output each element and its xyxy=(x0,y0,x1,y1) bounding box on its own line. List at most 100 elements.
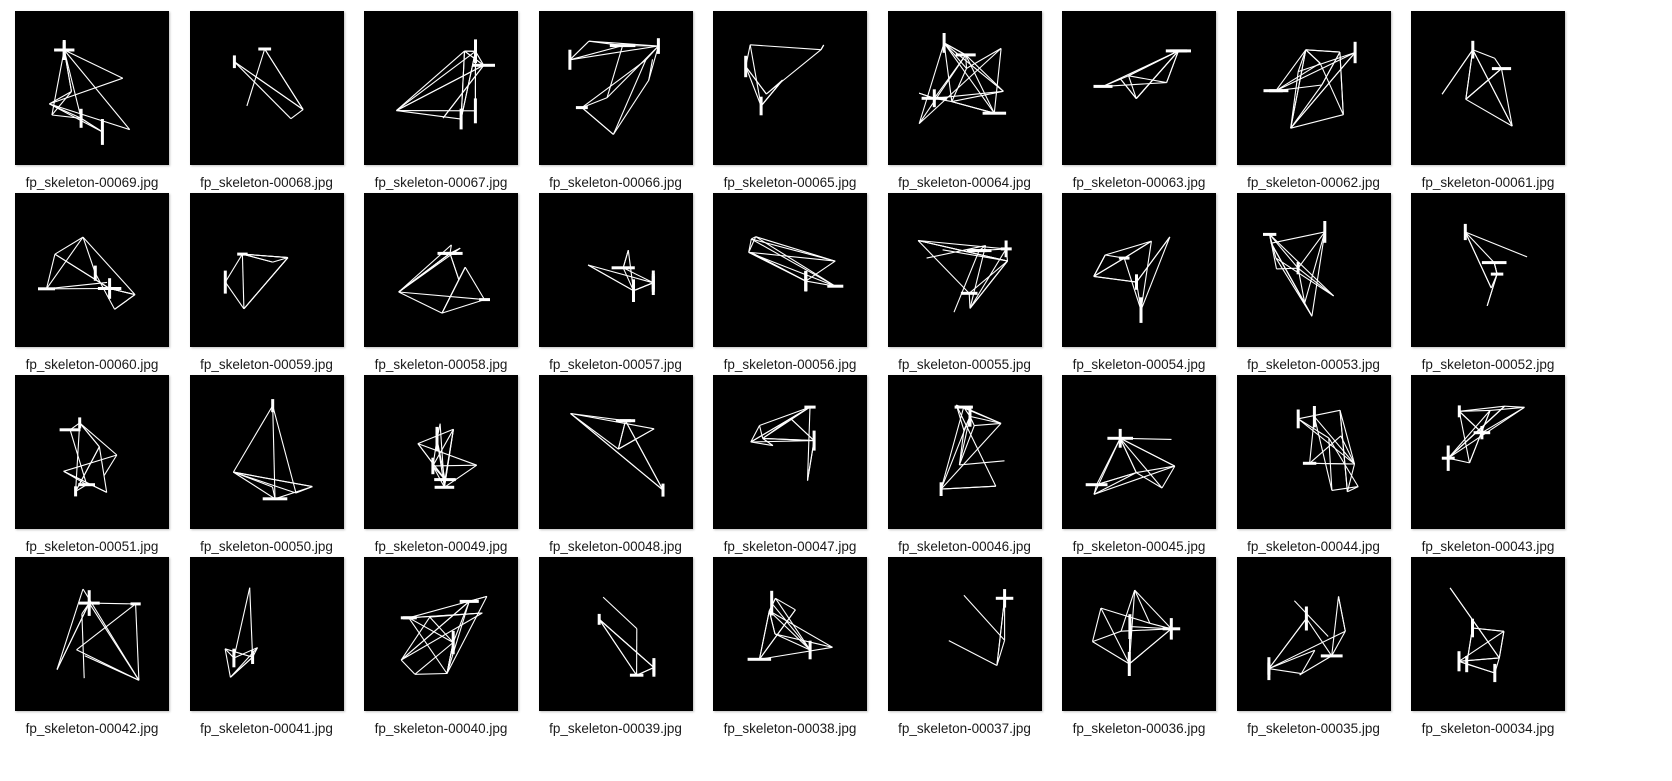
file-item[interactable]: fp_skeleton-00034.jpg xyxy=(1411,557,1565,736)
file-name-label[interactable]: fp_skeleton-00056.jpg xyxy=(723,357,857,372)
file-name-label[interactable]: fp_skeleton-00037.jpg xyxy=(898,721,1031,736)
file-item[interactable]: fp_skeleton-00061.jpg xyxy=(1411,11,1565,190)
file-thumbnail[interactable] xyxy=(1236,193,1391,347)
file-name-label[interactable]: fp_skeleton-00047.jpg xyxy=(723,539,857,554)
file-name-label[interactable]: fp_skeleton-00060.jpg xyxy=(25,357,159,372)
file-item[interactable]: fp_skeleton-00067.jpg xyxy=(364,11,518,190)
file-thumbnail[interactable] xyxy=(189,557,344,711)
file-item[interactable]: fp_skeleton-00065.jpg xyxy=(713,11,867,190)
file-thumbnail[interactable] xyxy=(887,193,1042,347)
file-thumbnail[interactable] xyxy=(713,11,867,165)
file-item[interactable]: fp_skeleton-00059.jpg xyxy=(189,193,344,372)
file-name-label[interactable]: fp_skeleton-00048.jpg xyxy=(549,539,682,554)
file-name-label[interactable]: fp_skeleton-00040.jpg xyxy=(374,721,508,736)
file-thumbnail[interactable] xyxy=(713,375,867,529)
file-name-label[interactable]: fp_skeleton-00068.jpg xyxy=(200,175,333,190)
file-name-label[interactable]: fp_skeleton-00036.jpg xyxy=(1072,721,1206,736)
file-name-label[interactable]: fp_skeleton-00059.jpg xyxy=(200,357,333,372)
file-item[interactable]: fp_skeleton-00063.jpg xyxy=(1062,11,1216,190)
file-name-label[interactable]: fp_skeleton-00049.jpg xyxy=(374,539,508,554)
file-item[interactable]: fp_skeleton-00044.jpg xyxy=(1236,375,1391,554)
file-name-label[interactable]: fp_skeleton-00065.jpg xyxy=(723,175,857,190)
file-item[interactable]: fp_skeleton-00035.jpg xyxy=(1236,557,1391,736)
file-item[interactable]: fp_skeleton-00058.jpg xyxy=(364,193,518,372)
file-thumbnail[interactable] xyxy=(1062,375,1216,529)
file-item[interactable]: fp_skeleton-00064.jpg xyxy=(887,11,1042,190)
file-item[interactable]: fp_skeleton-00047.jpg xyxy=(713,375,867,554)
file-item[interactable]: fp_skeleton-00051.jpg xyxy=(15,375,169,554)
file-name-label[interactable]: fp_skeleton-00054.jpg xyxy=(1072,357,1206,372)
file-item[interactable]: fp_skeleton-00052.jpg xyxy=(1411,193,1565,372)
file-thumbnail[interactable] xyxy=(1062,557,1216,711)
file-thumbnail[interactable] xyxy=(713,193,867,347)
file-item[interactable]: fp_skeleton-00053.jpg xyxy=(1236,193,1391,372)
file-item[interactable]: fp_skeleton-00046.jpg xyxy=(887,375,1042,554)
file-name-label[interactable]: fp_skeleton-00042.jpg xyxy=(25,721,159,736)
file-item[interactable]: fp_skeleton-00049.jpg xyxy=(364,375,518,554)
file-item[interactable]: fp_skeleton-00045.jpg xyxy=(1062,375,1216,554)
file-name-label[interactable]: fp_skeleton-00064.jpg xyxy=(898,175,1031,190)
file-name-label[interactable]: fp_skeleton-00051.jpg xyxy=(25,539,159,554)
file-item[interactable]: fp_skeleton-00066.jpg xyxy=(538,11,693,190)
file-name-label[interactable]: fp_skeleton-00052.jpg xyxy=(1421,357,1555,372)
file-thumbnail[interactable] xyxy=(364,375,518,529)
file-item[interactable]: fp_skeleton-00055.jpg xyxy=(887,193,1042,372)
file-name-label[interactable]: fp_skeleton-00041.jpg xyxy=(200,721,333,736)
file-name-label[interactable]: fp_skeleton-00057.jpg xyxy=(549,357,682,372)
file-item[interactable]: fp_skeleton-00056.jpg xyxy=(713,193,867,372)
file-name-label[interactable]: fp_skeleton-00039.jpg xyxy=(549,721,682,736)
file-thumbnail[interactable] xyxy=(1411,375,1565,529)
file-name-label[interactable]: fp_skeleton-00055.jpg xyxy=(898,357,1031,372)
file-thumbnail[interactable] xyxy=(1411,11,1565,165)
file-thumbnail[interactable] xyxy=(364,557,518,711)
file-item[interactable]: fp_skeleton-00036.jpg xyxy=(1062,557,1216,736)
file-item[interactable]: fp_skeleton-00054.jpg xyxy=(1062,193,1216,372)
file-name-label[interactable]: fp_skeleton-00043.jpg xyxy=(1421,539,1555,554)
file-thumbnail[interactable] xyxy=(189,11,344,165)
file-name-label[interactable]: fp_skeleton-00035.jpg xyxy=(1247,721,1380,736)
file-thumbnail[interactable] xyxy=(364,193,518,347)
file-thumbnail[interactable] xyxy=(887,557,1042,711)
file-thumbnail[interactable] xyxy=(15,557,169,711)
file-item[interactable]: fp_skeleton-00042.jpg xyxy=(15,557,169,736)
file-name-label[interactable]: fp_skeleton-00067.jpg xyxy=(374,175,508,190)
file-thumbnail[interactable] xyxy=(1062,11,1216,165)
file-item[interactable]: fp_skeleton-00048.jpg xyxy=(538,375,693,554)
file-item[interactable]: fp_skeleton-00060.jpg xyxy=(15,193,169,372)
file-name-label[interactable]: fp_skeleton-00050.jpg xyxy=(200,539,333,554)
file-thumbnail[interactable] xyxy=(1236,11,1391,165)
file-name-label[interactable]: fp_skeleton-00045.jpg xyxy=(1072,539,1206,554)
file-name-label[interactable]: fp_skeleton-00062.jpg xyxy=(1247,175,1380,190)
file-item[interactable]: fp_skeleton-00062.jpg xyxy=(1236,11,1391,190)
file-thumbnail[interactable] xyxy=(1411,557,1565,711)
file-thumbnail[interactable] xyxy=(15,193,169,347)
file-item[interactable]: fp_skeleton-00043.jpg xyxy=(1411,375,1565,554)
file-thumbnail[interactable] xyxy=(189,375,344,529)
file-name-label[interactable]: fp_skeleton-00063.jpg xyxy=(1072,175,1206,190)
file-thumbnail[interactable] xyxy=(189,193,344,347)
file-item[interactable]: fp_skeleton-00041.jpg xyxy=(189,557,344,736)
file-thumbnail[interactable] xyxy=(364,11,518,165)
file-name-label[interactable]: fp_skeleton-00053.jpg xyxy=(1247,357,1380,372)
file-thumbnail[interactable] xyxy=(887,11,1042,165)
file-thumbnail[interactable] xyxy=(538,193,693,347)
file-item[interactable]: fp_skeleton-00039.jpg xyxy=(538,557,693,736)
file-name-label[interactable]: fp_skeleton-00069.jpg xyxy=(25,175,159,190)
file-thumbnail[interactable] xyxy=(1236,557,1391,711)
file-name-label[interactable]: fp_skeleton-00046.jpg xyxy=(898,539,1031,554)
file-item[interactable]: fp_skeleton-00069.jpg xyxy=(15,11,169,190)
file-name-label[interactable]: fp_skeleton-00066.jpg xyxy=(549,175,682,190)
file-thumbnail[interactable] xyxy=(1236,375,1391,529)
file-thumbnail[interactable] xyxy=(538,557,693,711)
file-item[interactable]: fp_skeleton-00040.jpg xyxy=(364,557,518,736)
file-name-label[interactable]: fp_skeleton-00058.jpg xyxy=(374,357,508,372)
file-name-label[interactable]: fp_skeleton-00034.jpg xyxy=(1421,721,1555,736)
file-name-label[interactable]: fp_skeleton-00038.jpg xyxy=(723,721,857,736)
file-item[interactable]: fp_skeleton-00068.jpg xyxy=(189,11,344,190)
file-thumbnail[interactable] xyxy=(538,11,693,165)
file-thumbnail[interactable] xyxy=(15,11,169,165)
file-thumbnail[interactable] xyxy=(1062,193,1216,347)
file-thumbnail[interactable] xyxy=(887,375,1042,529)
file-name-label[interactable]: fp_skeleton-00061.jpg xyxy=(1421,175,1555,190)
file-thumbnail[interactable] xyxy=(15,375,169,529)
